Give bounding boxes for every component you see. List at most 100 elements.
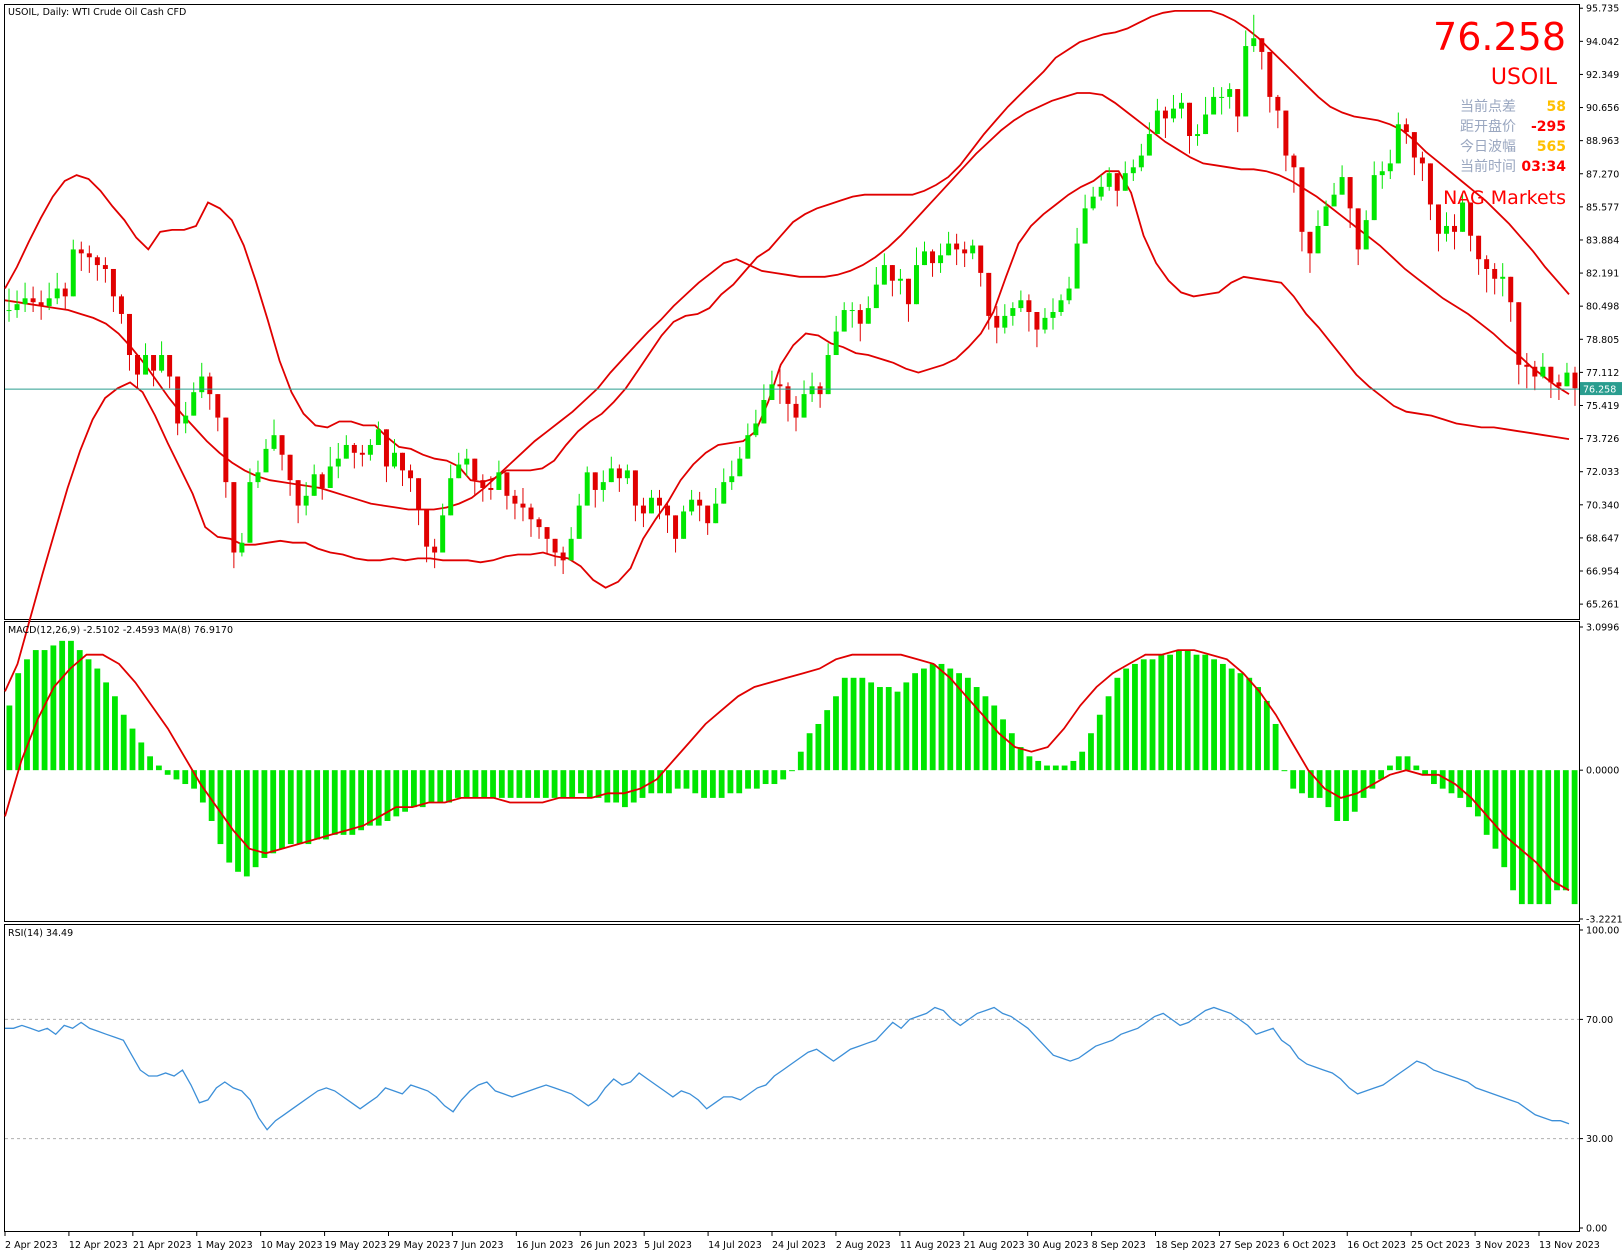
price-tick-label: 77.112 [1586, 368, 1619, 379]
macd-histogram-bar [604, 770, 611, 803]
candle-body [472, 458, 478, 481]
macd-histogram-bar [1536, 770, 1543, 905]
macd-histogram-bar [1017, 747, 1024, 771]
macd-histogram-bar [1474, 770, 1481, 817]
macd-histogram-bar [375, 770, 382, 826]
candle-body [873, 284, 879, 309]
time-tick-label: 30 Aug 2023 [1028, 1240, 1089, 1251]
candle-body [1556, 382, 1562, 387]
main-pane-frame [4, 4, 1580, 620]
candle-body [191, 392, 197, 416]
macd-histogram-bar [1193, 654, 1200, 771]
time-tick-label: 2 Apr 2023 [5, 1240, 58, 1251]
candle-body [632, 470, 638, 506]
macd-histogram-bar [833, 696, 839, 771]
candle-body [793, 403, 799, 418]
candle-body [279, 435, 285, 455]
candle-body [584, 472, 590, 506]
candle-body [1195, 134, 1201, 137]
macd-histogram-bar [622, 770, 628, 808]
macd-histogram-bar [490, 770, 496, 798]
candle-body [978, 245, 984, 273]
price-tick-label: 95.735 [1586, 4, 1619, 15]
macd-histogram-bar [24, 659, 30, 771]
macd-histogram-bar [393, 770, 400, 817]
candle-body [1379, 171, 1385, 176]
candle-body [400, 452, 406, 471]
candle-body [1460, 202, 1466, 232]
price-tick-label: 82.191 [1586, 269, 1619, 280]
macd-histogram-bar [1105, 696, 1112, 771]
candle-body [1419, 157, 1425, 164]
candle-body [897, 278, 903, 281]
candle-body [199, 376, 205, 393]
macd-histogram-bar [586, 770, 593, 798]
price-tick-label: 72.033 [1586, 467, 1619, 478]
time-tick-label: 27 Sep 2023 [1219, 1240, 1279, 1251]
candle-body [769, 384, 775, 400]
macd-histogram-bar [349, 770, 356, 835]
candle-body [729, 476, 735, 483]
candle-body [753, 423, 759, 436]
candle-body [552, 538, 558, 553]
time-tick-label: 5 Jul 2023 [644, 1240, 692, 1251]
macd-histogram-bar [1070, 760, 1077, 771]
candle-body [86, 253, 92, 258]
candle-body [970, 245, 976, 254]
candle-body [480, 480, 486, 488]
macd-histogram-bar [613, 770, 620, 803]
candle-body [1403, 124, 1409, 133]
candle-body [1283, 110, 1289, 156]
macd-histogram-bar [639, 770, 646, 798]
candle-body [1267, 51, 1273, 97]
candle-body [416, 478, 422, 510]
price-plot [4, 10, 1579, 692]
macd-histogram-bar [525, 770, 532, 798]
candle-body [576, 505, 582, 539]
macd-histogram-bar [1211, 659, 1217, 771]
time-tick-label: 21 Aug 2023 [964, 1240, 1025, 1251]
macd-histogram-bar [806, 733, 813, 771]
macd-histogram-bar [665, 770, 672, 794]
price-tick-label: 66.954 [1586, 567, 1619, 578]
macd-histogram-bar [1263, 700, 1270, 771]
current-price-badge-label: 76.258 [1583, 385, 1616, 396]
candle-body [151, 355, 157, 371]
macd-histogram-bar [287, 770, 294, 845]
macd-histogram-bar [182, 770, 189, 785]
macd-histogram-bar [279, 770, 285, 849]
macd-tick-label: -3.2221 [1586, 915, 1623, 926]
candle-body [881, 265, 887, 285]
candle-body [994, 315, 1000, 328]
candle-body [592, 472, 598, 490]
candle-body [865, 308, 871, 324]
macd-histogram-bar [340, 770, 347, 835]
macd-histogram-bar [771, 770, 778, 785]
price-tick-label: 85.577 [1586, 202, 1619, 213]
candle-body [913, 265, 919, 305]
candle-body [1548, 366, 1554, 383]
candle-body [849, 310, 855, 312]
candle-body [954, 243, 960, 250]
candle-body [1162, 110, 1168, 119]
macd-tick-label: 3.0996 [1586, 623, 1619, 634]
candle-body [1468, 202, 1474, 236]
macd-histogram-bar [94, 668, 101, 771]
macd-histogram-bar [753, 770, 760, 789]
macd-histogram-bar [560, 770, 567, 798]
candle-body [1339, 177, 1345, 195]
candle-body [448, 478, 454, 516]
candle-body [175, 376, 181, 424]
macd-histogram-bar [1237, 673, 1244, 771]
candle-body [391, 452, 397, 467]
candle-body [1235, 89, 1241, 117]
candle-body [1299, 167, 1305, 232]
macd-histogram-bar [991, 705, 998, 771]
candle-body [126, 313, 132, 356]
macd-pane-frame [4, 621, 1580, 922]
macd-histogram-bar [569, 770, 576, 798]
candle-body [857, 310, 863, 324]
candle-body [809, 386, 815, 395]
macd-histogram-bar [929, 663, 936, 771]
candle-body [962, 249, 968, 254]
